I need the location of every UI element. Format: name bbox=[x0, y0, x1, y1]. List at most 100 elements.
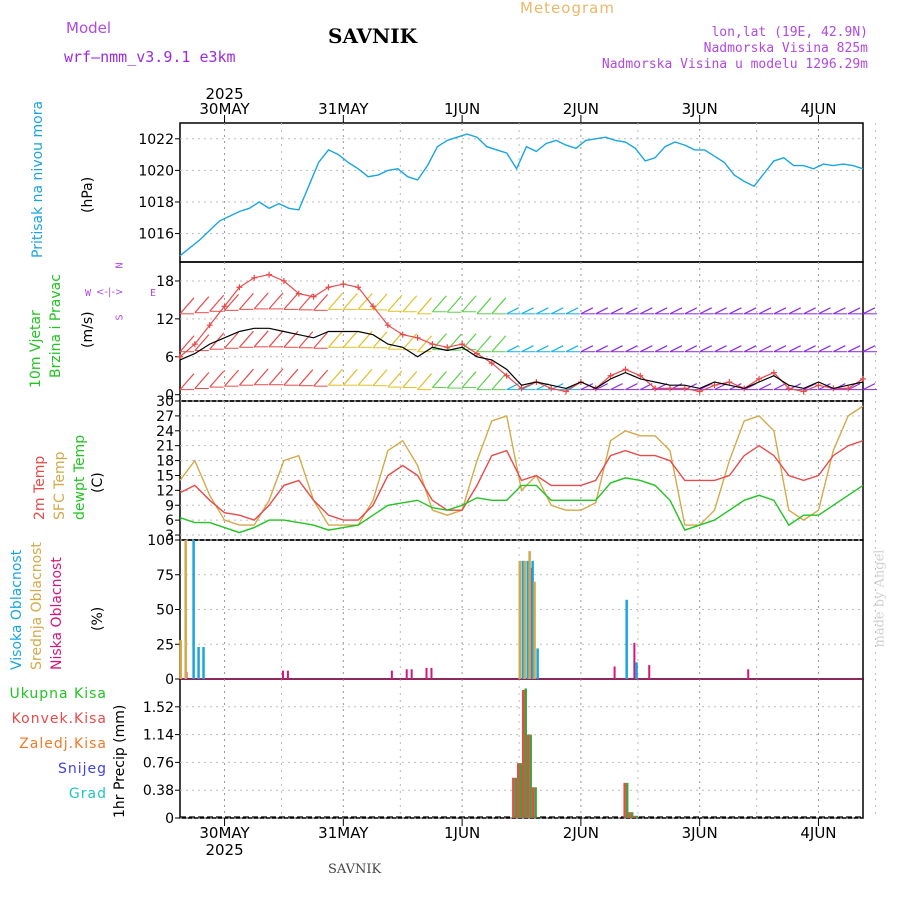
wind-gust-marker bbox=[563, 388, 570, 395]
wind-barb bbox=[342, 330, 358, 348]
y-tick-label: 0 bbox=[165, 811, 174, 827]
wind-barb bbox=[521, 307, 534, 315]
cloud-bar-low bbox=[405, 669, 408, 679]
wind-barb bbox=[357, 292, 373, 310]
wind-barb bbox=[773, 307, 787, 315]
wind-barb bbox=[461, 371, 477, 388]
wind-barb bbox=[669, 345, 683, 353]
wind-gust-marker bbox=[473, 350, 480, 357]
wind-barb bbox=[847, 345, 861, 353]
wind-barb bbox=[268, 292, 284, 310]
y-tick-label: 0.76 bbox=[143, 755, 174, 771]
cloud-bar-mid bbox=[533, 581, 536, 679]
wind-barb bbox=[238, 292, 254, 310]
cloud-bar-mid bbox=[523, 560, 526, 679]
dewpoint-line bbox=[179, 477, 864, 534]
wind-barb bbox=[610, 345, 623, 353]
wind-gust-marker bbox=[459, 341, 466, 348]
wind-barb bbox=[803, 345, 816, 353]
compass-w: W bbox=[85, 288, 92, 299]
cloud-bar-low bbox=[633, 642, 636, 679]
precip-bar-total bbox=[529, 734, 532, 818]
wind-barb bbox=[699, 345, 712, 353]
wind-gust-marker bbox=[681, 385, 688, 392]
top-day-label: 4JUN bbox=[800, 100, 836, 118]
wind-gust-marker bbox=[666, 385, 673, 392]
wind-barb bbox=[565, 307, 579, 315]
wind-gust-marker bbox=[711, 382, 718, 389]
cloud-bar-high bbox=[526, 560, 529, 679]
y-tick-label: 50 bbox=[156, 603, 174, 619]
precip-bar-conv bbox=[531, 787, 535, 818]
y-tick-label: 1016 bbox=[138, 227, 174, 243]
wind-barb bbox=[224, 293, 239, 311]
t2m-line bbox=[179, 440, 864, 521]
cloud-bar-low bbox=[430, 667, 433, 679]
wind-barb bbox=[625, 345, 638, 353]
bottom-year-label: 2025 bbox=[205, 841, 243, 859]
wind-barb bbox=[536, 345, 549, 353]
meteogram-label: Meteogram bbox=[520, 0, 615, 17]
precip-bar-conv bbox=[526, 734, 530, 818]
cloud-bar-high bbox=[536, 648, 539, 679]
wind-barb bbox=[640, 345, 653, 353]
wind-barb bbox=[595, 345, 609, 353]
wind-barb bbox=[283, 368, 299, 386]
precip-bar-total bbox=[514, 777, 518, 818]
top-day-label: 3JUN bbox=[682, 100, 718, 118]
wind-barb bbox=[194, 334, 210, 352]
sfc-temp-line bbox=[179, 405, 864, 526]
wind-barb bbox=[253, 292, 269, 310]
wind-barb bbox=[476, 297, 492, 315]
top-year-label: 2025 bbox=[205, 85, 243, 103]
precip-label-total: Ukupna Kisa bbox=[9, 686, 107, 702]
wind-gust-marker bbox=[622, 366, 629, 373]
wind-barb bbox=[431, 333, 447, 351]
wind-barb bbox=[536, 307, 549, 315]
lonlat-label: lon,lat (19E, 42.9N) bbox=[711, 25, 868, 40]
wind-barb bbox=[372, 293, 388, 311]
wind-barb bbox=[758, 307, 772, 315]
precip-label-frz: Zaledj.Kisa bbox=[19, 736, 107, 752]
wind-gust-marker bbox=[340, 281, 347, 288]
wind-barb bbox=[758, 345, 772, 353]
compass-cross: <-|-> bbox=[96, 287, 124, 298]
y-tick-label: 1022 bbox=[138, 132, 174, 148]
cloud-bar-low bbox=[747, 669, 750, 679]
wind-gust-marker bbox=[251, 274, 258, 281]
wind-barb bbox=[491, 297, 507, 315]
wind-barb bbox=[714, 307, 727, 315]
precip-label-snow: Snijeg bbox=[57, 761, 107, 777]
y-tick-label: 0 bbox=[165, 672, 174, 688]
wind-barb bbox=[194, 372, 210, 389]
wind-barb bbox=[654, 345, 668, 353]
wind-barb bbox=[179, 373, 195, 391]
wind-barb bbox=[328, 368, 343, 386]
wind-barb bbox=[862, 345, 876, 353]
wind-gust-marker bbox=[310, 293, 317, 300]
precip-bar-total bbox=[534, 787, 537, 818]
wind-barb bbox=[253, 368, 269, 386]
wind-gust-marker bbox=[177, 353, 183, 360]
wind-gust-marker bbox=[503, 372, 510, 379]
wind-barb bbox=[758, 383, 772, 391]
wind-barb bbox=[788, 345, 802, 353]
wind-gust-marker bbox=[399, 331, 406, 338]
wind-gust-marker bbox=[488, 360, 495, 367]
wind-gust-marker bbox=[860, 375, 866, 382]
precip-bar-total bbox=[625, 782, 629, 818]
wind-barb bbox=[209, 370, 225, 388]
wind-barb bbox=[224, 369, 239, 387]
model-name: wrf—nmm_v3.9.1 e3km bbox=[64, 48, 236, 66]
wind-gust-marker bbox=[221, 303, 228, 310]
wind-barb bbox=[328, 330, 343, 348]
y-tick-label: 0 bbox=[165, 388, 174, 404]
wind-barb bbox=[387, 294, 403, 312]
wind-barb bbox=[402, 295, 418, 313]
wind-barb bbox=[194, 296, 210, 314]
cloud-bar-mid bbox=[179, 640, 182, 679]
wind-barb bbox=[833, 307, 846, 315]
wind-barb bbox=[431, 371, 447, 388]
wind-barb bbox=[580, 345, 594, 353]
wind-gust-marker bbox=[370, 303, 377, 310]
